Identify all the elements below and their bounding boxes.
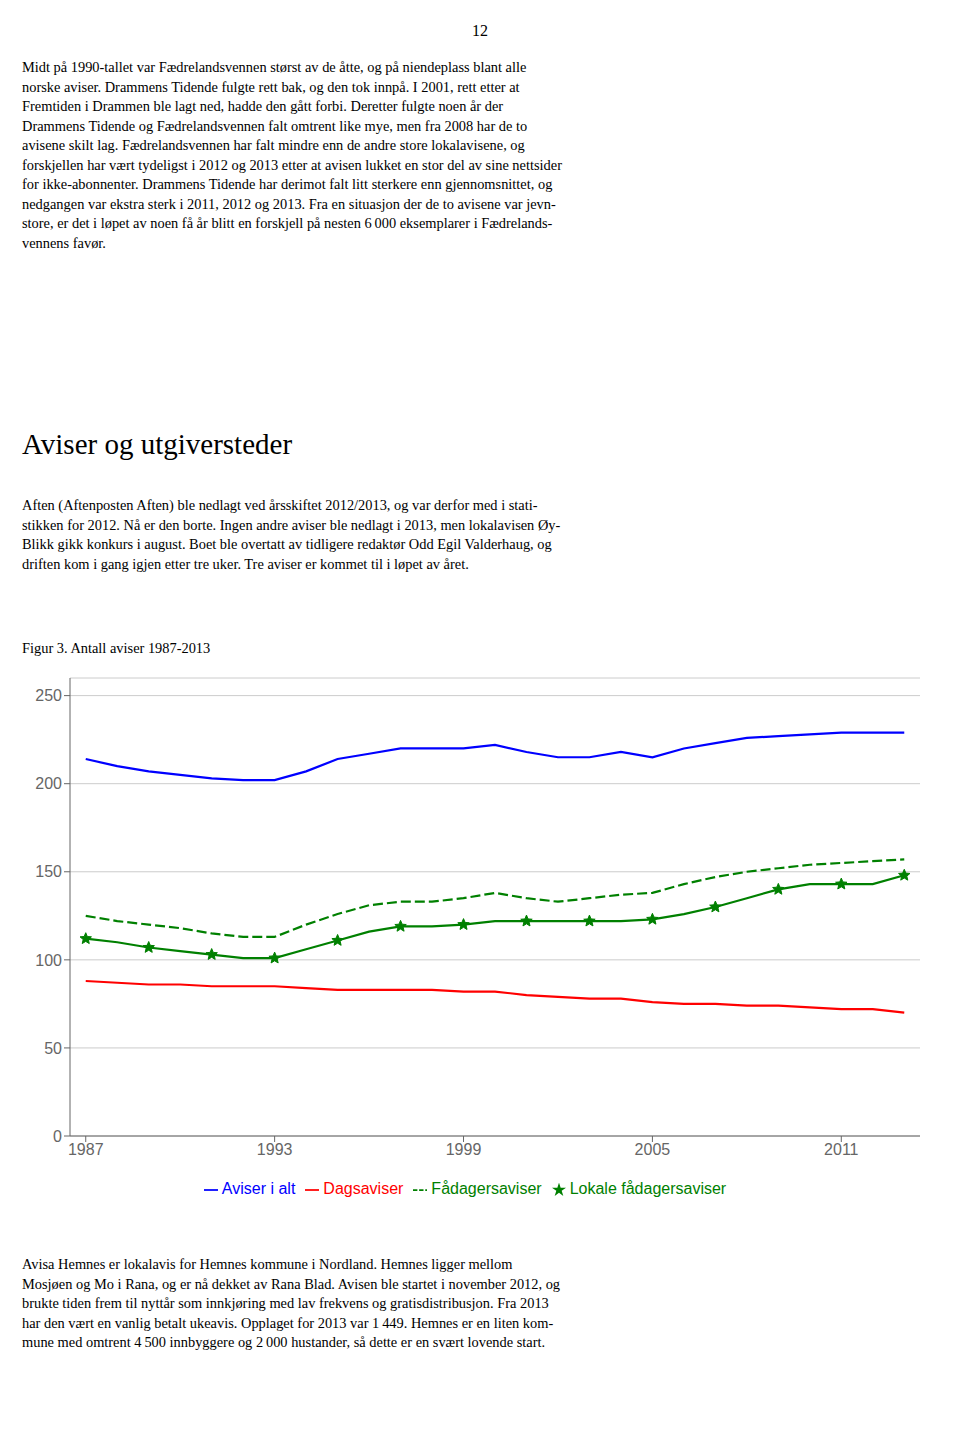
- html-text:Lokale fådagersaviser: Lokale fådagersaviser: [569, 1180, 727, 1197]
- html-text:Figur 3. Antall aviser 1987-20: Figur 3. Antall aviser 1987-2013: [22, 640, 211, 656]
- svg-text:2005: 2005: [635, 1141, 671, 1158]
- html-text:store, er det i løpet av noen: store, er det i løpet av noen få år blit…: [22, 215, 553, 231]
- svg-text:50: 50: [44, 1040, 62, 1057]
- html-text:Aften (Aftenposten Aften) ble: Aften (Aftenposten Aften) ble nedlagt ve…: [22, 497, 538, 513]
- svg-text:1999: 1999: [446, 1141, 482, 1158]
- html-text:for ikke-abonnenter. Drammens: for ikke-abonnenter. Drammens Tidende ha…: [22, 176, 553, 192]
- svg-text:150: 150: [35, 863, 62, 880]
- html-text:Dagsaviser: Dagsaviser: [323, 1180, 404, 1197]
- svg-text:1987: 1987: [68, 1141, 104, 1158]
- html-text:Fremtiden i Drammen ble lagt n: Fremtiden i Drammen ble lagt ned, hadde …: [22, 98, 504, 114]
- svg-text:200: 200: [35, 775, 62, 792]
- html-text:Drammens Tidende og Fædrelands: Drammens Tidende og Fædrelandsvennen fal…: [22, 117, 528, 134]
- html-text:Mosjøen og Mo i Rana, og er nå: Mosjøen og Mo i Rana, og er nå dekket av…: [22, 1275, 561, 1292]
- html-text:Aviser og utgiversteder: Aviser og utgiversteder: [22, 428, 293, 460]
- html-text:Aviser i alt: Aviser i alt: [221, 1180, 296, 1197]
- svg-text:1993: 1993: [257, 1141, 293, 1158]
- html-text:nedgangen var ekstra sterk i 2: nedgangen var ekstra sterk i 2011, 2012 …: [22, 195, 556, 212]
- html-text:driften kom i gang igjen etter: driften kom i gang igjen etter tre uker.…: [22, 555, 469, 572]
- html-text:Avisa Hemnes er lokalavis for: Avisa Hemnes er lokalavis for Hemnes kom…: [22, 1256, 513, 1272]
- html-text:Midt på 1990-tallet var Fædrel: Midt på 1990-tallet var Fædrelandsvennen…: [22, 59, 527, 75]
- html-text:mune med omtrent 4 500 innbygg: mune med omtrent 4 500 innbyggere og 2 0…: [22, 1334, 546, 1350]
- svg-text:2011: 2011: [824, 1141, 859, 1158]
- html-text:stikken for 2012. Nå er den bo: stikken for 2012. Nå er den borte. Ingen…: [22, 516, 561, 533]
- html-text:norske aviser. Drammens Tidend: norske aviser. Drammens Tidende fulgte r…: [22, 78, 520, 95]
- html-text:vennens favør.: vennens favør.: [22, 234, 106, 251]
- svg-text:250: 250: [35, 687, 62, 704]
- html-text:12: 12: [472, 22, 488, 39]
- svg-text:100: 100: [35, 952, 62, 969]
- html-text:Fådagersaviser: Fådagersaviser: [431, 1180, 542, 1197]
- html-text:forskjellen har vært tydeligst: forskjellen har vært tydeligst i 2012 og…: [22, 156, 562, 173]
- html-text:brukte tiden frem til nyttår s: brukte tiden frem til nyttår som innkjør…: [22, 1295, 549, 1311]
- svg-text:0: 0: [53, 1128, 62, 1145]
- html-text:avisene skilt lag. Fædrelandsv: avisene skilt lag. Fædrelandsvennen har …: [22, 137, 525, 153]
- html-text:har den vært en vanlig betalt: har den vært en vanlig betalt ukeavis. O…: [22, 1314, 554, 1331]
- html-text:Blikk gikk konkurs i august. B: Blikk gikk konkurs i august. Boet ble ov…: [22, 536, 552, 552]
